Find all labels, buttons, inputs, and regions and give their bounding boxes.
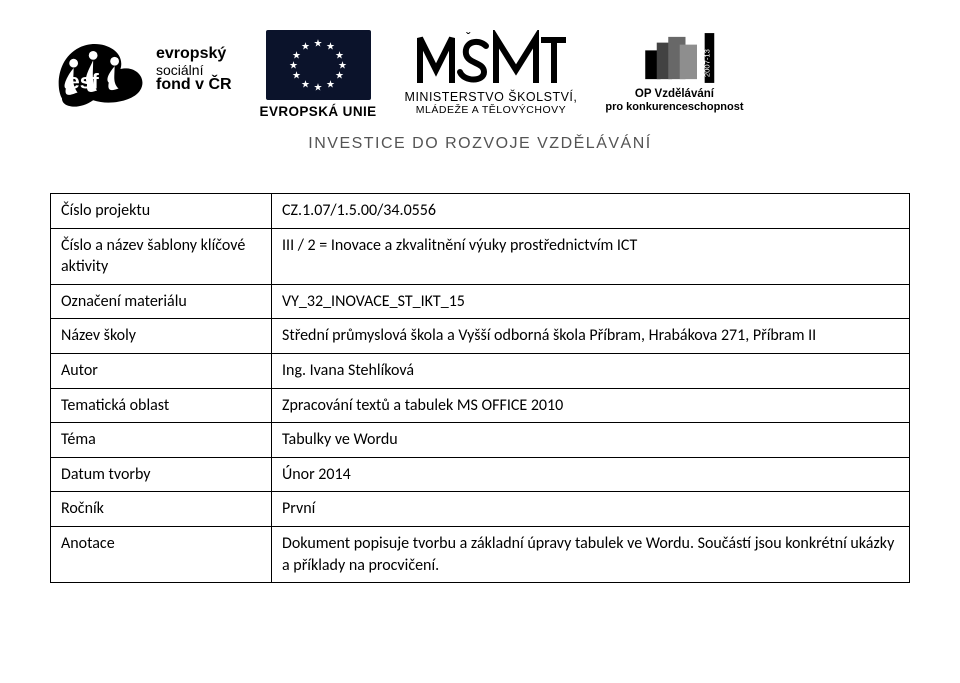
svg-text:2007-13: 2007-13 bbox=[703, 49, 712, 77]
svg-text:esf: esf bbox=[68, 70, 100, 94]
cell-value: III / 2 = Inovace a zkvalitnění výuky pr… bbox=[272, 228, 910, 284]
cell-key: Datum tvorby bbox=[51, 457, 272, 492]
cell-key: Ročník bbox=[51, 492, 272, 527]
opvk-logo: 2007-13 OP Vzdělávání pro konkurencescho… bbox=[605, 30, 743, 113]
eu-logo: ★ ★ ★ ★ ★ ★ ★ ★ ★ ★ ★ ★ EVROPSKÁ UNIE bbox=[260, 30, 377, 119]
table-row: Číslo projektu CZ.1.07/1.5.00/34.0556 bbox=[51, 194, 910, 229]
cell-key: Označení materiálu bbox=[51, 284, 272, 319]
table-row: Číslo a název šablony klíčové aktivity I… bbox=[51, 228, 910, 284]
cell-value: Únor 2014 bbox=[272, 457, 910, 492]
cell-value: Tabulky ve Wordu bbox=[272, 423, 910, 458]
msmt-logo: ˇ MINISTERSTVO ŠKOLSTVÍ, MLÁDEŽE A TĚLOV… bbox=[405, 30, 578, 116]
table-row: Tematická oblast Zpracování textů a tabu… bbox=[51, 388, 910, 423]
info-table: Číslo projektu CZ.1.07/1.5.00/34.0556 Čí… bbox=[50, 193, 910, 583]
esf-label: evropský sociální fond v ČR bbox=[156, 46, 232, 94]
table-row: Autor Ing. Ivana Stehlíková bbox=[51, 353, 910, 388]
svg-text:ˇ: ˇ bbox=[466, 30, 471, 45]
cell-value: Dokument popisuje tvorbu a základní úpra… bbox=[272, 526, 910, 582]
cell-key: Tematická oblast bbox=[51, 388, 272, 423]
page: esf evropský sociální fond v ČR ★ ★ ★ ★ … bbox=[0, 0, 960, 603]
table-row: Téma Tabulky ve Wordu bbox=[51, 423, 910, 458]
cell-value: Zpracování textů a tabulek MS OFFICE 201… bbox=[272, 388, 910, 423]
cell-value: První bbox=[272, 492, 910, 527]
esf-label-line: evropský bbox=[156, 46, 232, 63]
table-row: Název školy Střední průmyslová škola a V… bbox=[51, 319, 910, 354]
opvk-label: OP Vzdělávání pro konkurenceschopnost bbox=[605, 88, 743, 113]
opvk-label-line: pro konkurenceschopnost bbox=[605, 101, 743, 113]
opvk-icon: 2007-13 bbox=[628, 30, 720, 86]
cell-key: Název školy bbox=[51, 319, 272, 354]
msmt-label-line: MINISTERSTVO ŠKOLSTVÍ, bbox=[405, 90, 578, 104]
table-row: Označení materiálu VY_32_INOVACE_ST_IKT_… bbox=[51, 284, 910, 319]
cell-key: Téma bbox=[51, 423, 272, 458]
msmt-label: MINISTERSTVO ŠKOLSTVÍ, MLÁDEŽE A TĚLOVÝC… bbox=[405, 90, 578, 116]
opvk-label-line: OP Vzdělávání bbox=[605, 88, 743, 101]
msmt-label-line: MLÁDEŽE A TĚLOVÝCHOVY bbox=[405, 104, 578, 116]
cell-key: Autor bbox=[51, 353, 272, 388]
cell-value: VY_32_INOVACE_ST_IKT_15 bbox=[272, 284, 910, 319]
esf-icon: esf bbox=[50, 30, 148, 110]
logos-row: esf evropský sociální fond v ČR ★ ★ ★ ★ … bbox=[50, 30, 910, 119]
table-row: Ročník První bbox=[51, 492, 910, 527]
cell-key: Číslo projektu bbox=[51, 194, 272, 229]
msmt-icon: ˇ bbox=[416, 30, 566, 86]
esf-label-line: fond v ČR bbox=[156, 77, 232, 94]
cell-value: Střední průmyslová škola a Vyšší odborná… bbox=[272, 319, 910, 354]
tagline: INVESTICE DO ROZVOJE VZDĚLÁVÁNÍ bbox=[50, 135, 910, 153]
cell-key: Číslo a název šablony klíčové aktivity bbox=[51, 228, 272, 284]
table-row: Datum tvorby Únor 2014 bbox=[51, 457, 910, 492]
eu-flag-icon: ★ ★ ★ ★ ★ ★ ★ ★ ★ ★ ★ ★ bbox=[266, 30, 371, 100]
table-row: Anotace Dokument popisuje tvorbu a zákla… bbox=[51, 526, 910, 582]
cell-value: Ing. Ivana Stehlíková bbox=[272, 353, 910, 388]
esf-logo: esf evropský sociální fond v ČR bbox=[50, 30, 232, 110]
eu-label: EVROPSKÁ UNIE bbox=[260, 104, 377, 119]
cell-key: Anotace bbox=[51, 526, 272, 582]
cell-value: CZ.1.07/1.5.00/34.0556 bbox=[272, 194, 910, 229]
